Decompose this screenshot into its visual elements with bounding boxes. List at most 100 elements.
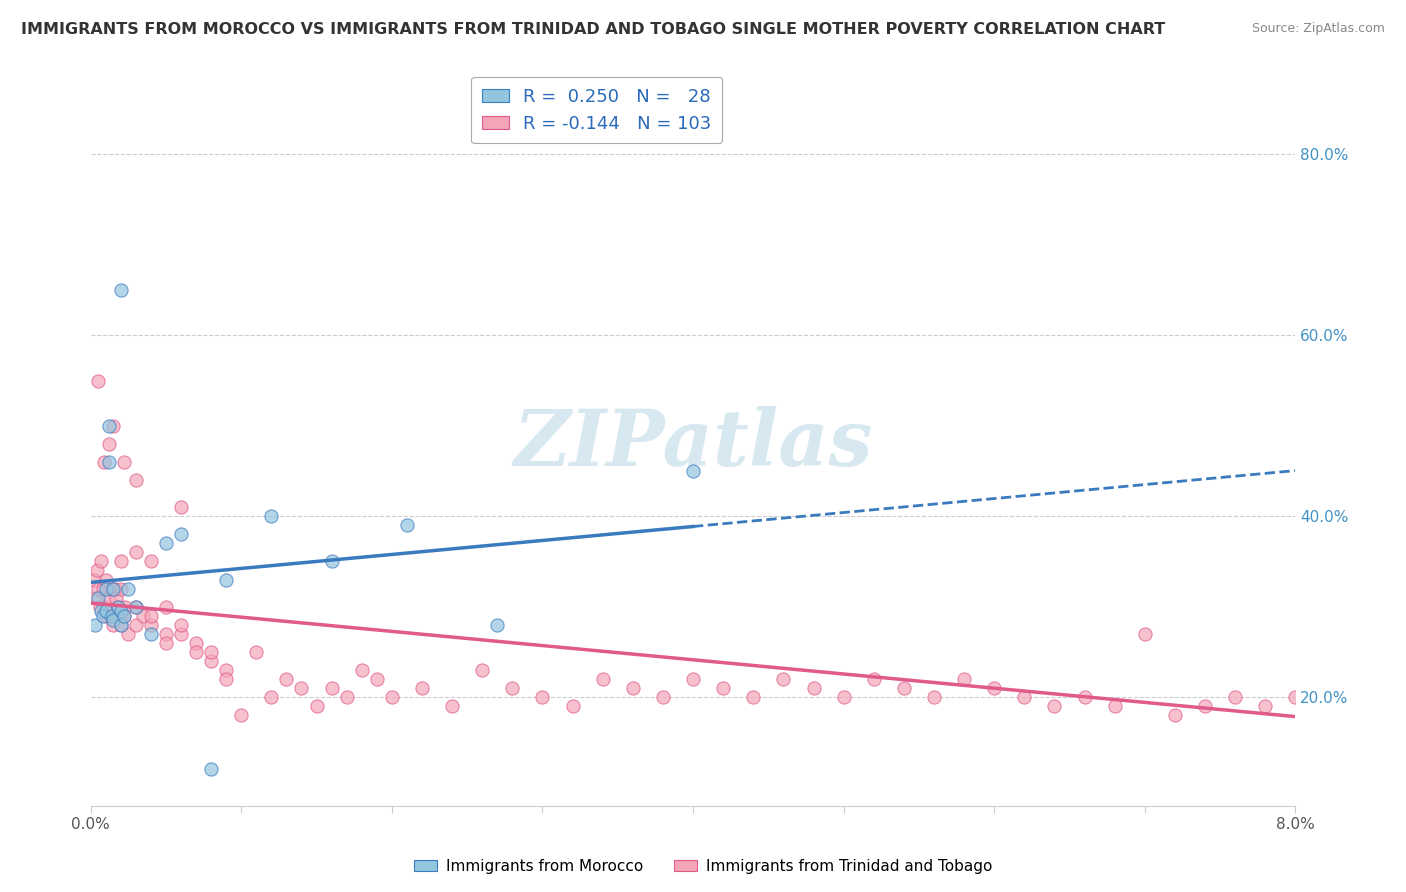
- Point: [531, 690, 554, 704]
- Point: [112, 608, 135, 623]
- Point: [94, 604, 117, 618]
- Point: [215, 672, 238, 686]
- Point: [110, 617, 132, 632]
- Point: [651, 690, 673, 704]
- Point: [276, 672, 298, 686]
- Point: [260, 509, 283, 524]
- Text: Source: ZipAtlas.com: Source: ZipAtlas.com: [1251, 22, 1385, 36]
- Point: [215, 573, 238, 587]
- Point: [86, 564, 108, 578]
- Point: [84, 617, 107, 632]
- Point: [922, 690, 945, 704]
- Point: [184, 636, 207, 650]
- Point: [215, 663, 238, 677]
- Point: [170, 627, 193, 641]
- Point: [245, 645, 267, 659]
- Point: [893, 681, 915, 695]
- Point: [103, 617, 125, 632]
- Point: [742, 690, 765, 704]
- Point: [441, 699, 464, 714]
- Point: [983, 681, 1005, 695]
- Point: [832, 690, 855, 704]
- Point: [87, 582, 110, 596]
- Point: [97, 418, 120, 433]
- Point: [100, 608, 122, 623]
- Point: [125, 545, 148, 559]
- Point: [471, 663, 494, 677]
- Point: [132, 608, 155, 623]
- Point: [321, 554, 343, 568]
- Point: [107, 599, 129, 614]
- Point: [97, 591, 120, 605]
- Point: [1375, 699, 1398, 714]
- Point: [184, 645, 207, 659]
- Point: [862, 672, 884, 686]
- Point: [93, 455, 115, 469]
- Point: [336, 690, 359, 704]
- Point: [621, 681, 644, 695]
- Point: [772, 672, 794, 686]
- Point: [1315, 699, 1337, 714]
- Point: [395, 518, 418, 533]
- Point: [83, 573, 105, 587]
- Point: [501, 681, 523, 695]
- Point: [350, 663, 373, 677]
- Point: [125, 599, 148, 614]
- Legend: R =  0.250   N =   28, R = -0.144   N = 103: R = 0.250 N = 28, R = -0.144 N = 103: [471, 77, 723, 144]
- Point: [1104, 699, 1126, 714]
- Point: [91, 582, 114, 596]
- Point: [305, 699, 328, 714]
- Point: [139, 627, 162, 641]
- Point: [711, 681, 734, 695]
- Point: [1344, 690, 1367, 704]
- Point: [1073, 690, 1095, 704]
- Point: [155, 536, 177, 550]
- Point: [97, 437, 120, 451]
- Point: [125, 599, 148, 614]
- Point: [89, 599, 111, 614]
- Point: [1164, 708, 1187, 723]
- Point: [84, 591, 107, 605]
- Point: [94, 599, 117, 614]
- Point: [1254, 699, 1277, 714]
- Point: [321, 681, 343, 695]
- Point: [114, 599, 136, 614]
- Point: [112, 608, 135, 623]
- Point: [117, 627, 139, 641]
- Point: [381, 690, 404, 704]
- Point: [94, 608, 117, 623]
- Point: [170, 527, 193, 541]
- Point: [105, 591, 128, 605]
- Point: [1014, 690, 1036, 704]
- Point: [125, 473, 148, 487]
- Point: [104, 582, 127, 596]
- Point: [107, 599, 129, 614]
- Point: [139, 617, 162, 632]
- Point: [155, 627, 177, 641]
- Point: [155, 599, 177, 614]
- Legend: Immigrants from Morocco, Immigrants from Trinidad and Tobago: Immigrants from Morocco, Immigrants from…: [408, 853, 998, 880]
- Point: [1043, 699, 1066, 714]
- Point: [200, 763, 222, 777]
- Point: [112, 455, 135, 469]
- Point: [1194, 699, 1216, 714]
- Point: [139, 554, 162, 568]
- Point: [103, 418, 125, 433]
- Point: [87, 374, 110, 388]
- Point: [117, 582, 139, 596]
- Point: [103, 582, 125, 596]
- Point: [110, 604, 132, 618]
- Point: [110, 554, 132, 568]
- Point: [200, 645, 222, 659]
- Point: [953, 672, 976, 686]
- Point: [91, 608, 114, 623]
- Point: [125, 617, 148, 632]
- Point: [110, 283, 132, 297]
- Point: [103, 608, 125, 623]
- Point: [110, 617, 132, 632]
- Point: [103, 613, 125, 627]
- Point: [94, 573, 117, 587]
- Point: [110, 608, 132, 623]
- Point: [231, 708, 253, 723]
- Point: [682, 672, 704, 686]
